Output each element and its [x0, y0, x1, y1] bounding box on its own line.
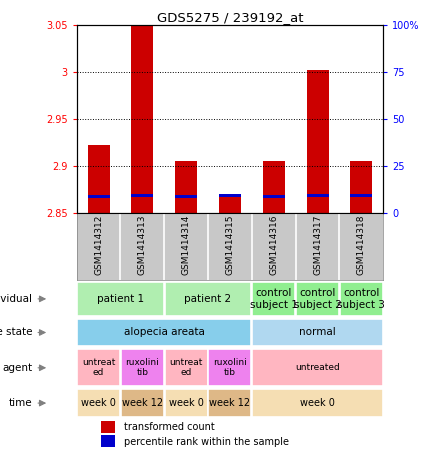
Text: untreat
ed: untreat ed: [170, 358, 203, 377]
Text: control
subject 1: control subject 1: [250, 288, 298, 310]
Text: week 0: week 0: [300, 398, 335, 408]
Bar: [131, 194, 153, 197]
FancyBboxPatch shape: [208, 349, 251, 386]
Bar: [219, 196, 241, 213]
FancyBboxPatch shape: [252, 318, 383, 347]
Bar: [101, 435, 115, 447]
FancyBboxPatch shape: [121, 349, 164, 386]
Bar: [350, 161, 372, 213]
Text: percentile rank within the sample: percentile rank within the sample: [124, 437, 289, 447]
Bar: [88, 195, 110, 198]
FancyBboxPatch shape: [252, 389, 383, 417]
Text: GSM1414318: GSM1414318: [357, 215, 366, 275]
Text: patient 2: patient 2: [184, 294, 232, 304]
Text: control
subject 3: control subject 3: [337, 288, 385, 310]
Bar: [88, 145, 110, 213]
FancyBboxPatch shape: [296, 282, 339, 316]
FancyBboxPatch shape: [252, 349, 383, 386]
Text: control
subject 2: control subject 2: [293, 288, 342, 310]
Text: alopecia areata: alopecia areata: [124, 328, 205, 337]
Text: GSM1414314: GSM1414314: [182, 215, 191, 275]
FancyBboxPatch shape: [340, 282, 383, 316]
Text: patient 1: patient 1: [97, 294, 144, 304]
Text: week 0: week 0: [169, 398, 204, 408]
Bar: [219, 194, 241, 197]
Bar: [175, 195, 197, 198]
Bar: [350, 194, 372, 197]
Text: disease state: disease state: [0, 328, 32, 337]
FancyBboxPatch shape: [165, 349, 208, 386]
Text: time: time: [9, 398, 32, 408]
Text: GSM1414313: GSM1414313: [138, 215, 147, 275]
Text: ruxolini
tib: ruxolini tib: [125, 358, 159, 377]
Text: individual: individual: [0, 294, 32, 304]
Bar: [175, 161, 197, 213]
Bar: [263, 161, 285, 213]
FancyBboxPatch shape: [208, 389, 251, 417]
Text: GSM1414312: GSM1414312: [94, 215, 103, 275]
Text: GSM1414316: GSM1414316: [269, 215, 278, 275]
Text: week 12: week 12: [209, 398, 251, 408]
Text: GSM1414315: GSM1414315: [226, 215, 234, 275]
Text: transformed count: transformed count: [124, 422, 215, 432]
FancyBboxPatch shape: [77, 389, 120, 417]
FancyBboxPatch shape: [165, 282, 251, 316]
Text: untreat
ed: untreat ed: [82, 358, 115, 377]
Bar: [307, 70, 328, 213]
Text: agent: agent: [2, 363, 32, 373]
Text: week 12: week 12: [122, 398, 163, 408]
FancyBboxPatch shape: [252, 282, 295, 316]
Bar: [131, 0, 153, 213]
Text: normal: normal: [299, 328, 336, 337]
Bar: [307, 194, 328, 197]
Bar: [101, 421, 115, 433]
FancyBboxPatch shape: [165, 389, 208, 417]
Text: ruxolini
tib: ruxolini tib: [213, 358, 247, 377]
FancyBboxPatch shape: [121, 389, 164, 417]
Bar: [263, 195, 285, 198]
FancyBboxPatch shape: [77, 318, 251, 347]
Text: GSM1414317: GSM1414317: [313, 215, 322, 275]
Title: GDS5275 / 239192_at: GDS5275 / 239192_at: [157, 11, 303, 24]
FancyBboxPatch shape: [77, 282, 164, 316]
Text: untreated: untreated: [295, 363, 340, 372]
FancyBboxPatch shape: [77, 349, 120, 386]
Text: week 0: week 0: [81, 398, 116, 408]
